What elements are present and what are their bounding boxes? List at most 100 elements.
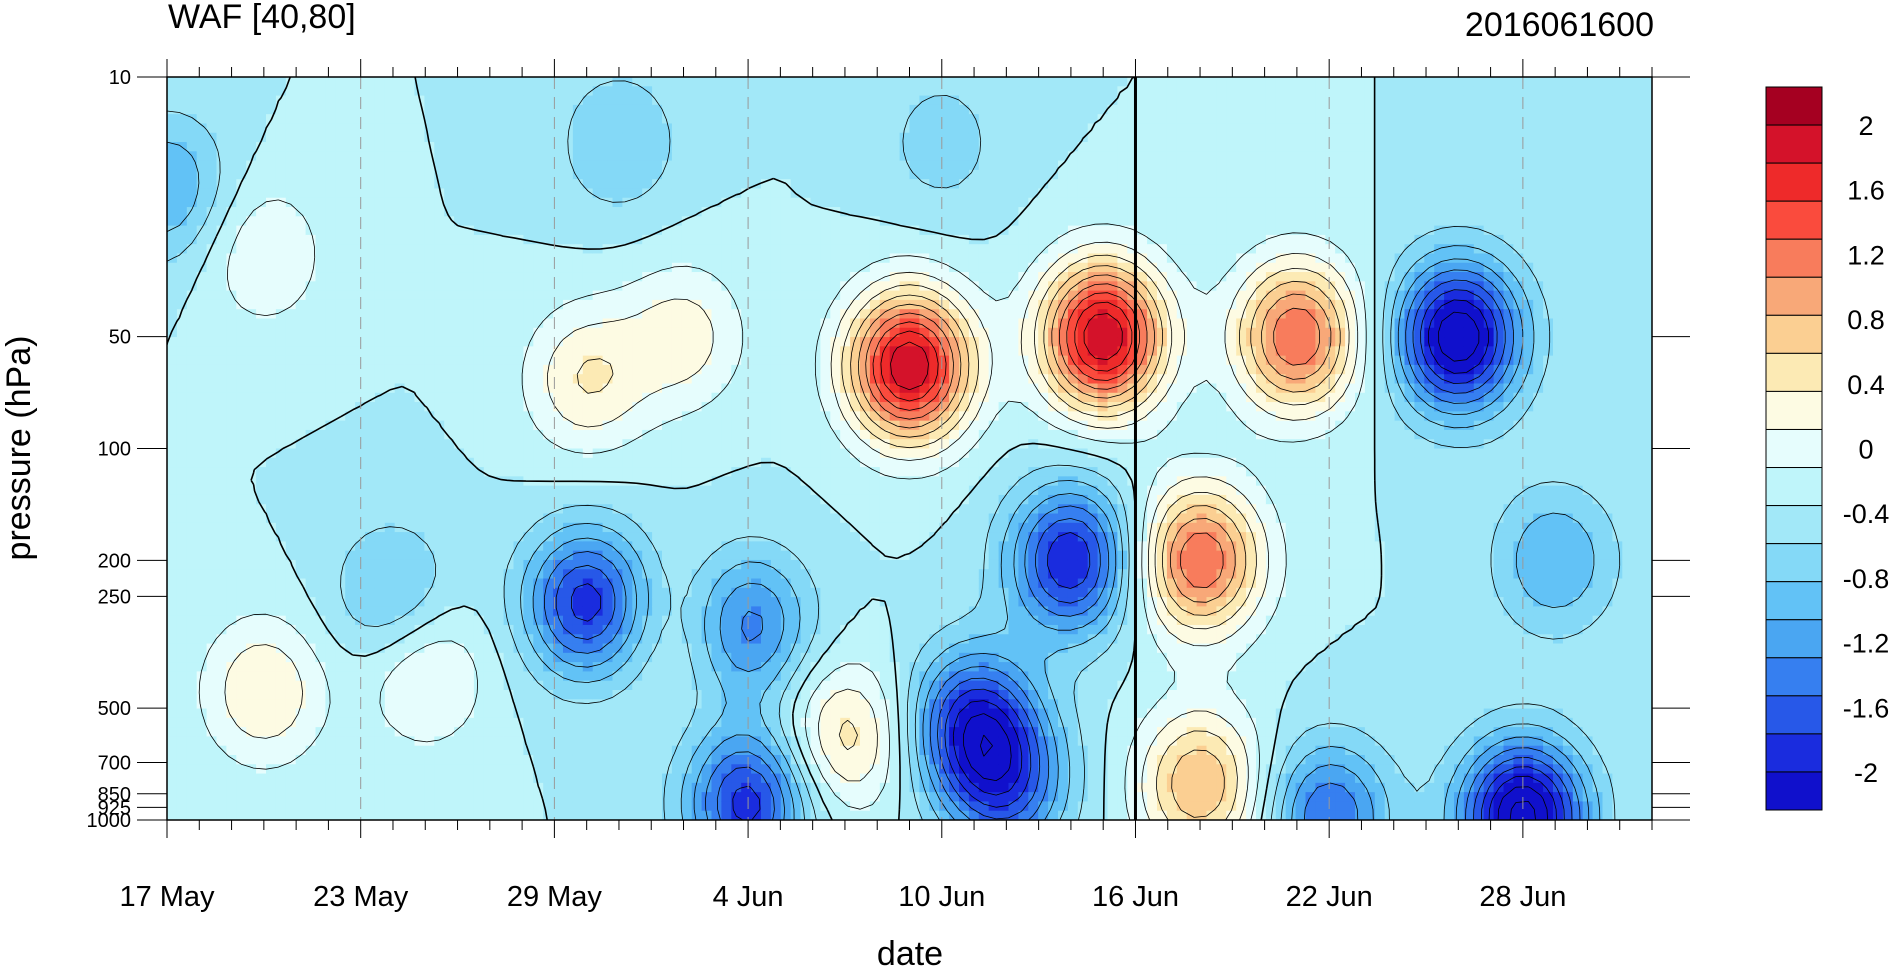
contour-cell <box>761 615 772 626</box>
contour-cell <box>176 290 188 301</box>
contour-cell <box>493 142 505 152</box>
contour-cell <box>523 587 534 598</box>
contour-cell <box>216 253 227 264</box>
contour-cell <box>662 225 673 236</box>
contour-cell <box>572 634 584 645</box>
contour-cell <box>503 402 515 412</box>
contour-cell <box>404 680 416 691</box>
contour-cell <box>483 606 495 617</box>
contour-cell <box>691 160 703 171</box>
contour-cell <box>582 754 594 765</box>
contour-cell <box>394 689 406 700</box>
contour-cell <box>355 86 366 97</box>
contour-cell <box>622 355 633 366</box>
contour-cell <box>434 569 445 580</box>
contour-cell <box>711 634 722 645</box>
contour-cell <box>365 494 376 505</box>
contour-cell <box>553 169 564 180</box>
contour-cell <box>612 745 623 756</box>
contour-cell <box>335 569 346 580</box>
contour-cell <box>216 494 227 505</box>
contour-cell <box>473 587 485 598</box>
contour-cell <box>563 671 574 682</box>
contour-cell <box>592 745 604 756</box>
contour-cell <box>424 773 435 784</box>
contour-cell <box>612 801 623 812</box>
contour-cell <box>711 262 722 273</box>
contour-cell <box>335 290 346 301</box>
contour-cell <box>414 689 425 700</box>
contour-cell <box>592 337 604 347</box>
contour-cell <box>295 337 307 347</box>
contour-cell <box>761 216 772 227</box>
contour-cell <box>662 188 673 199</box>
contour-cell <box>731 689 742 700</box>
contour-cell <box>493 299 505 310</box>
contour-cell <box>642 810 653 820</box>
contour-cell <box>394 532 406 542</box>
contour-cell <box>701 197 713 208</box>
contour-cell <box>285 476 297 487</box>
contour-cell <box>671 643 683 654</box>
contour-cell <box>266 244 277 255</box>
contour-cell <box>553 253 564 264</box>
contour-cell <box>186 95 198 106</box>
contour-cell <box>503 420 515 431</box>
contour-cell <box>751 299 762 310</box>
contour-cell <box>236 745 247 756</box>
contour-cell <box>305 160 317 171</box>
contour-cell <box>612 216 623 227</box>
contour-cell <box>572 597 584 607</box>
contour-cell <box>275 745 287 756</box>
contour-cell <box>295 634 307 645</box>
contour-cell <box>226 754 237 765</box>
contour-cell <box>226 234 237 245</box>
contour-cell <box>543 327 554 338</box>
contour-cell <box>761 448 772 459</box>
contour-cell <box>424 485 435 496</box>
contour-cell <box>285 132 297 143</box>
contour-cell <box>671 736 683 747</box>
contour-cell <box>454 569 465 580</box>
contour-cell <box>424 392 435 403</box>
contour-cell <box>711 615 722 626</box>
contour-cell <box>671 559 683 570</box>
contour-cell <box>226 337 237 347</box>
contour-cell <box>632 764 643 775</box>
contour-cell <box>602 727 614 738</box>
contour-cell <box>335 634 346 645</box>
contour-cell <box>295 253 307 264</box>
contour-cell <box>256 364 267 375</box>
contour-cell <box>414 522 425 533</box>
contour-cell <box>186 374 198 385</box>
contour-cell <box>186 355 198 366</box>
contour-cell <box>691 318 703 329</box>
contour-cell <box>780 383 792 394</box>
contour-cell <box>592 736 604 747</box>
contour-cell <box>563 439 574 450</box>
contour-cell <box>345 420 356 431</box>
contour-cell <box>691 467 703 477</box>
contour-cell <box>266 448 277 459</box>
contour-cell <box>167 782 178 793</box>
contour-cell <box>662 532 673 542</box>
contour-cell <box>582 773 594 784</box>
contour-cell <box>582 188 594 199</box>
contour-cell <box>167 337 178 347</box>
contour-cell <box>384 346 396 357</box>
contour-cell <box>295 132 307 143</box>
contour-cell <box>751 337 762 347</box>
contour-cell <box>256 420 267 431</box>
contour-cell <box>345 476 356 487</box>
contour-cell <box>424 207 435 217</box>
contour-cell <box>374 457 386 468</box>
contour-cell <box>236 262 247 273</box>
contour-cell <box>285 402 297 412</box>
contour-cell <box>662 513 673 524</box>
contour-cell <box>315 606 326 617</box>
contour-cell <box>315 337 326 347</box>
contour-cell <box>543 680 554 691</box>
contour-cell <box>196 281 208 292</box>
contour-cell <box>592 188 604 199</box>
contour-cell <box>305 569 317 580</box>
